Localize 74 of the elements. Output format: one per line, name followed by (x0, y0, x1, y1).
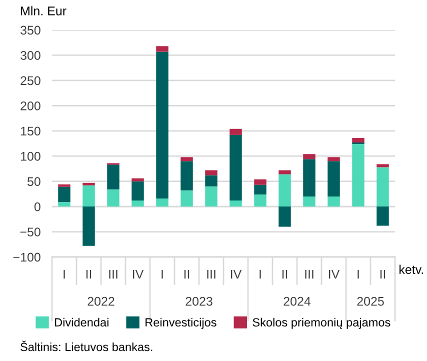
x-axis-title: ketv. (400, 264, 424, 274)
x-tick-label: I (358, 270, 359, 279)
bar (278, 174, 291, 207)
bar (328, 161, 340, 196)
bar (107, 189, 120, 207)
y-tick-label: 200 (20, 101, 40, 110)
bar (58, 186, 70, 202)
bar (58, 184, 70, 187)
y-tick-label: −50 (20, 228, 40, 236)
bar (303, 196, 316, 207)
y-tick-label: 100 (20, 152, 40, 161)
text: Šaltinis: Lietuvos bankas. (20, 340, 152, 352)
bar (328, 157, 340, 162)
bar (376, 164, 389, 168)
x-tick-label: II (184, 270, 190, 279)
text: 2023 (186, 296, 212, 306)
x-tick-label: IV (231, 270, 242, 279)
x-tick-label: I (162, 270, 163, 279)
bar (303, 159, 316, 196)
legend-label: Reinvesticijos (146, 318, 216, 329)
bar (254, 194, 266, 207)
bar (132, 181, 144, 200)
bar (254, 179, 266, 185)
text: 2025 (357, 296, 384, 306)
bar (230, 134, 242, 200)
bar (230, 128, 242, 135)
bar (205, 175, 218, 186)
y-tick-label: −100 (13, 252, 40, 262)
x-tick-label: III (109, 270, 118, 279)
y-tick-label: 50 (27, 177, 40, 186)
bar (180, 161, 193, 190)
y-tick-label: 0 (34, 202, 40, 212)
bar (156, 198, 168, 207)
y-tick-label: 250 (20, 76, 40, 86)
text: 2024 (284, 296, 311, 306)
y-tick-label: 350 (20, 26, 40, 35)
bar (278, 206, 291, 227)
bar (132, 200, 144, 207)
x-tick-label: IV (133, 270, 144, 279)
bar (278, 170, 291, 174)
bar (132, 178, 144, 182)
bar (205, 186, 218, 207)
legend-label: Dividendai (55, 318, 108, 327)
x-tick-label: I (64, 270, 65, 279)
x-tick-label: II (282, 270, 288, 279)
bar (205, 170, 218, 176)
bar (328, 196, 340, 207)
bar (352, 144, 364, 207)
bar (82, 185, 95, 207)
bar (376, 206, 389, 226)
y-axis-title: Mln. Eur (21, 6, 66, 16)
y-tick-label: 300 (20, 51, 40, 60)
bar (303, 154, 316, 160)
bar (82, 182, 95, 186)
bar (230, 200, 242, 207)
text: 2022 (88, 296, 114, 306)
bar (376, 167, 389, 207)
bar (254, 184, 266, 194)
x-tick-label: II (380, 270, 386, 279)
x-tick-label: I (260, 270, 261, 279)
bar (180, 190, 193, 207)
bar (156, 52, 168, 198)
x-tick-label: III (305, 270, 314, 279)
bar (180, 157, 193, 162)
x-tick-label: II (86, 270, 92, 279)
bar (58, 202, 70, 207)
x-tick-label: III (207, 270, 216, 279)
bar (107, 164, 120, 190)
bar (82, 206, 95, 246)
legend-label: Skolos priemonių pajamos (252, 318, 390, 329)
y-tick-label: 150 (20, 126, 40, 136)
bar (156, 46, 168, 52)
bar (352, 138, 364, 142)
x-tick-label: IV (329, 270, 340, 279)
